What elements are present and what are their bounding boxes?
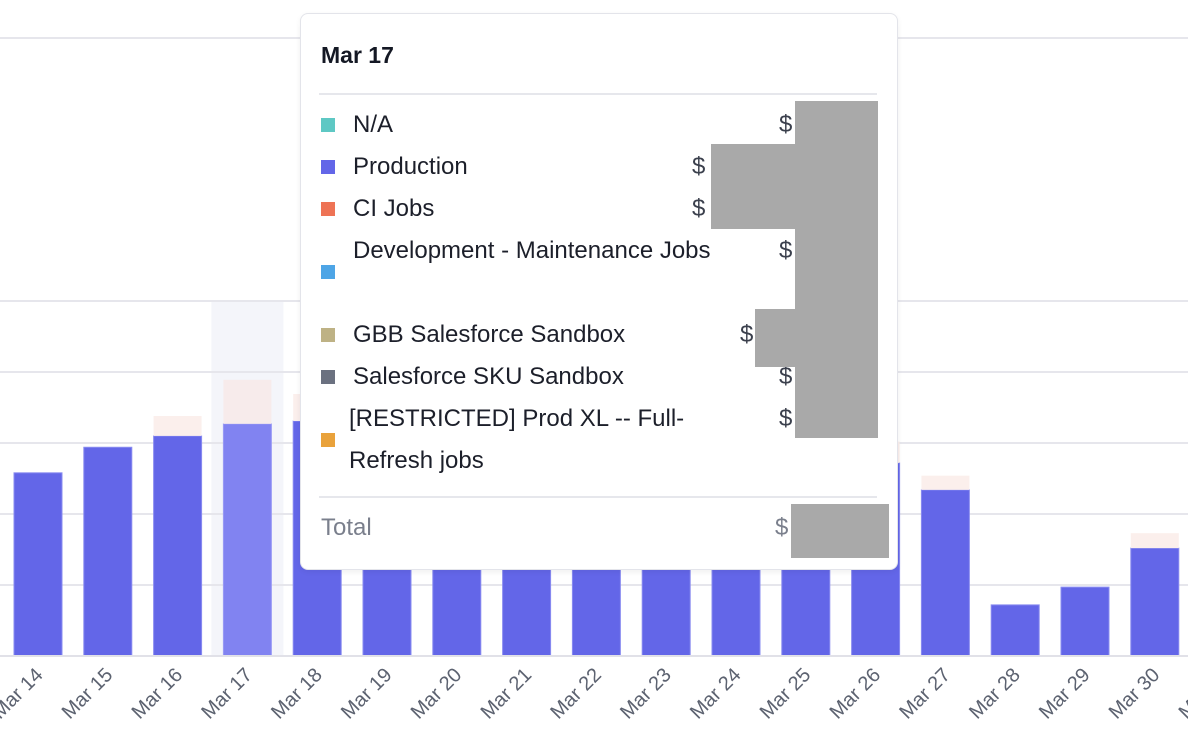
legend-swatch-icon [321, 370, 335, 384]
x-tick-label: Mar 19 [337, 664, 397, 724]
tooltip: Mar 17 N/A $ Production $ CI Jobs $ Deve… [300, 13, 898, 570]
row-value: $ [779, 363, 793, 390]
x-tick-label: Mar 23 [616, 664, 676, 724]
x-tick-label: Mar 27 [895, 664, 955, 724]
row-value: $ [692, 153, 706, 180]
x-tick-label: Mar 22 [546, 664, 606, 724]
x-tick-label: Mar 16 [128, 664, 188, 724]
bar-ci-jobs [153, 416, 202, 436]
bar-ci-jobs [921, 475, 970, 490]
row-label: Production [353, 153, 468, 180]
x-tick-label: Mar 31 [1175, 664, 1188, 724]
legend-swatch-icon [321, 265, 335, 279]
tooltip-title: Mar 17 [321, 42, 394, 68]
row-label: Development - Maintenance Jobs [353, 237, 711, 264]
bar-ci-jobs [1130, 533, 1179, 549]
legend-swatch-icon [321, 202, 335, 216]
bar-production [83, 446, 133, 657]
x-tick-label: Mar 17 [197, 664, 257, 724]
divider [319, 496, 877, 498]
row-label: N/A [353, 111, 394, 138]
bar-production [1060, 586, 1110, 657]
row-value: $ [779, 237, 793, 264]
total-value: $ [775, 514, 789, 541]
x-tick-label: Mar 18 [267, 664, 327, 724]
bar-production [153, 435, 203, 657]
bar-ci-jobs [223, 379, 272, 424]
total-label: Total [321, 514, 372, 541]
x-tick-label: Mar 29 [1035, 664, 1095, 724]
row-label: GBB Salesforce Sandbox [353, 321, 626, 348]
x-tick-label: Mar 30 [1105, 664, 1165, 724]
legend-swatch-icon [321, 328, 335, 342]
x-tick-label: Mar 25 [756, 664, 816, 724]
row-label: [RESTRICTED] Prod XL -- Full-Refresh job… [349, 405, 685, 474]
row-label: CI Jobs [353, 195, 435, 222]
bar-production [1130, 547, 1180, 657]
x-tick-label: Mar 20 [407, 664, 467, 724]
legend-swatch-icon [321, 433, 335, 447]
x-tick-label: Mar 26 [826, 664, 886, 724]
legend-swatch-icon [321, 160, 335, 174]
row-value: $ [779, 111, 793, 138]
row-label: Salesforce SKU Sandbox [353, 363, 624, 390]
redaction [755, 309, 795, 367]
tooltip-row-development: Development - Maintenance Jobs $ [319, 230, 879, 314]
x-tick-label: Mar 14 [0, 664, 48, 724]
x-tick-label: Mar 28 [965, 664, 1025, 724]
row-value: $ [740, 321, 754, 348]
bar-production [13, 472, 63, 657]
redaction [795, 101, 878, 438]
row-value: $ [692, 195, 706, 222]
redaction [711, 144, 795, 229]
x-tick-label: Mar 21 [477, 664, 537, 724]
legend-swatch-icon [321, 118, 335, 132]
bar-production [920, 489, 970, 657]
divider [319, 93, 877, 95]
tooltip-row-restricted: [RESTRICTED] Prod XL -- Full-Refresh job… [319, 398, 879, 482]
bar-production [222, 423, 272, 657]
bar-production [990, 604, 1040, 657]
row-value: $ [779, 405, 793, 432]
redaction [791, 504, 889, 558]
x-tick-label: Mar 24 [686, 664, 746, 724]
x-tick-label: Mar 15 [58, 664, 118, 724]
